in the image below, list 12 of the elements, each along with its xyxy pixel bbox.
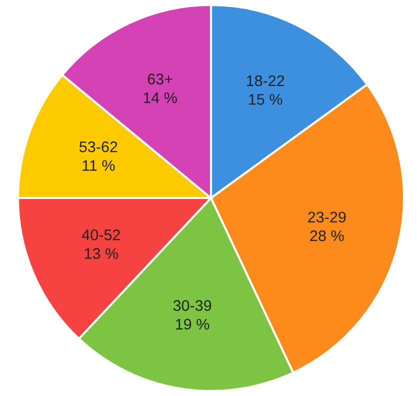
- slice-label: 53-62: [79, 141, 118, 152]
- data-label: 28 %: [310, 230, 344, 242]
- slice-label: 40-52: [82, 229, 120, 240]
- slice-label: 18-22: [246, 75, 284, 86]
- slice-label: 30-39: [173, 300, 212, 311]
- slice-label: 23-29: [308, 212, 346, 223]
- data-label: 19 %: [176, 318, 210, 330]
- slice-label: 63+: [148, 74, 172, 84]
- data-label: 11 %: [82, 160, 115, 171]
- data-label: 15 %: [249, 94, 282, 105]
- data-label: 13 %: [84, 248, 118, 259]
- data-label: 14 %: [144, 92, 177, 104]
